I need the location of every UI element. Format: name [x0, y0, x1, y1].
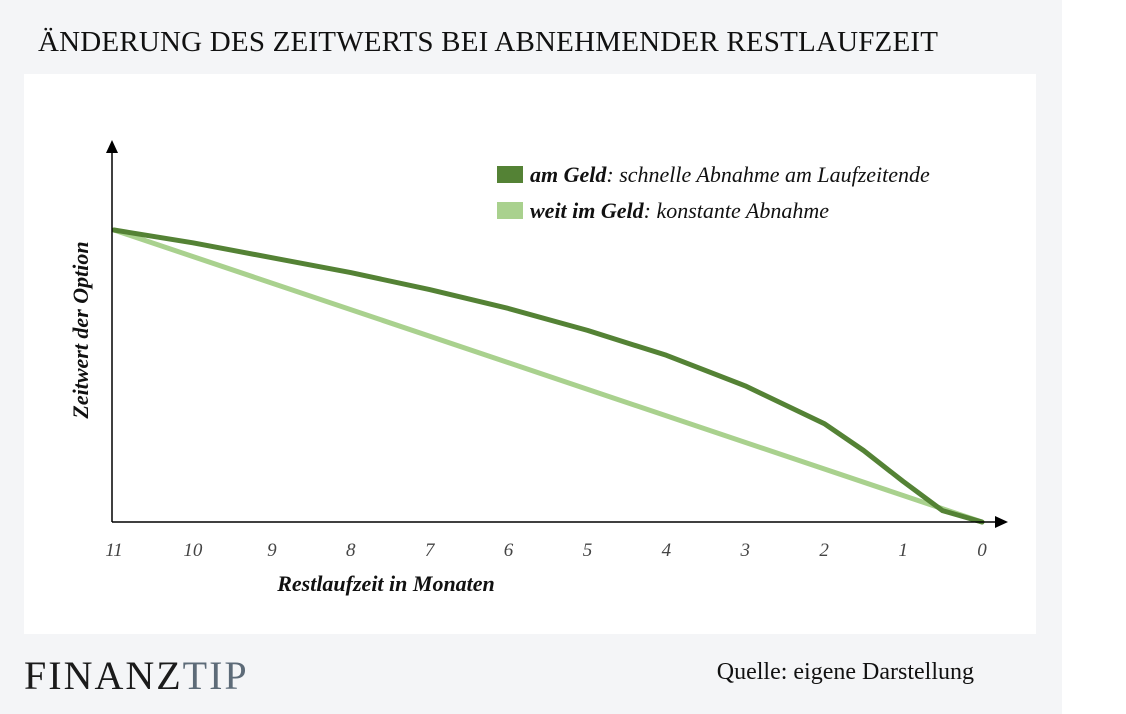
x-tick-label: 9	[267, 540, 277, 561]
x-tick-label: 11	[105, 540, 123, 561]
x-tick-label: 6	[504, 540, 514, 561]
x-tick-label: 7	[425, 540, 436, 561]
legend-entry-0: am Geld: schnelle Abnahme am Laufzeitend…	[530, 162, 930, 187]
chart-title: ÄNDERUNG DES ZEITWERTS BEI ABNEHMENDER R…	[38, 26, 939, 58]
x-tick-label: 10	[183, 540, 203, 561]
legend-swatch-1	[497, 202, 523, 219]
x-tick-label: 1	[898, 540, 908, 561]
series-line-0	[111, 227, 985, 525]
x-tick-label: 4	[662, 540, 672, 561]
x-tick-label: 8	[346, 540, 356, 561]
source-note: Quelle: eigene Darstellung	[716, 659, 974, 685]
y-axis-label: Zeitwert der Option	[68, 241, 93, 419]
finanztip-logo: FINANZTIP	[24, 653, 249, 698]
x-tick-label: 5	[583, 540, 593, 561]
legend-entry-1: weit im Geld: konstante Abnahme	[530, 198, 829, 223]
plot-panel: 11 10 9 8 7 6 5 4 3 2 1 0 Restlaufzeit in Monaten Z…	[24, 74, 1036, 634]
chart-card: ÄNDERUNG DES ZEITWERTS BEI ABNEHMENDER R…	[0, 0, 1062, 714]
x-tick-labels: 11 10 9 8 7 6 5 4 3 2 1 0	[105, 540, 987, 561]
y-axis-arrow	[106, 140, 118, 153]
x-tick-label: 3	[740, 540, 751, 561]
series-line-1	[111, 227, 985, 525]
legend-swatch-0	[497, 166, 523, 183]
series-layer	[111, 227, 985, 525]
x-tick-label: 2	[819, 540, 829, 561]
x-axis-label: Restlaufzeit in Monaten	[276, 571, 495, 596]
x-tick-label: 0	[977, 540, 987, 561]
legend: am Geld: schnelle Abnahme am Laufzeitend…	[497, 162, 930, 223]
line-chart: 11 10 9 8 7 6 5 4 3 2 1 0 Restlaufzeit in Monaten Z…	[68, 140, 1008, 596]
x-axis-arrow	[995, 516, 1008, 528]
